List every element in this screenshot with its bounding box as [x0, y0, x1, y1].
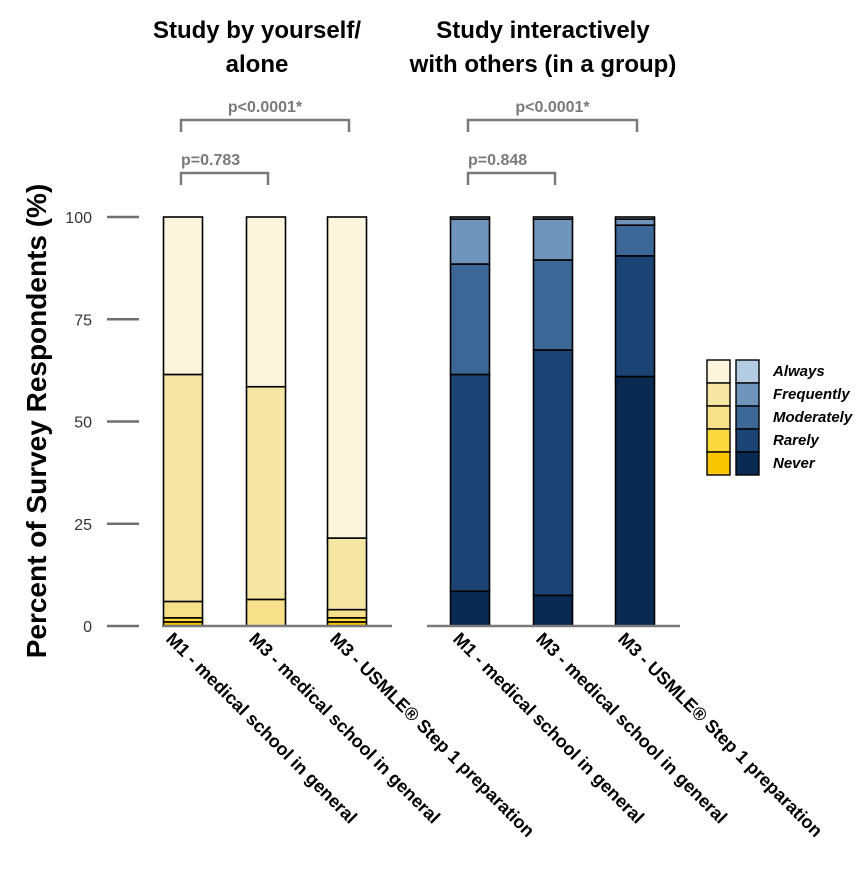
y-tick-label: 25	[74, 517, 92, 534]
legend-swatch	[706, 428, 731, 453]
legend-swatch	[735, 405, 760, 430]
bar-segment-moderately	[449, 263, 491, 376]
legend-label: Rarely	[773, 432, 820, 449]
legend: Always Frequently Moderately Rarely Never	[706, 359, 853, 476]
panel-title: with others (in a group)	[409, 51, 677, 78]
p-value-label: p=0.848	[468, 152, 527, 169]
bar-segment-never	[614, 375, 656, 627]
bar-segment-always	[326, 216, 368, 539]
panel-title: alone	[226, 51, 289, 78]
bar-segment-frequently	[245, 385, 287, 601]
legend-swatch	[706, 382, 731, 407]
panel-title: Study by yourself/	[153, 17, 361, 44]
y-tick-label: 50	[74, 415, 92, 432]
bar-segment-moderately	[245, 598, 287, 627]
legend-swatch	[735, 359, 760, 384]
bar-segment-frequently	[532, 218, 574, 261]
bar-segment-moderately	[532, 259, 574, 351]
legend-label: Moderately	[773, 409, 853, 426]
significance-bracket	[179, 171, 270, 185]
legend-swatch	[735, 451, 760, 476]
p-value-label: p<0.0001*	[228, 99, 303, 116]
y-tick-label: 0	[83, 619, 92, 636]
significance-bracket	[179, 118, 351, 132]
bar-segment-never	[532, 594, 574, 627]
bar-segment-moderately	[614, 224, 656, 257]
legend-swatch	[706, 359, 731, 384]
panel-title: Study interactively	[436, 17, 650, 44]
bar-segment-frequently	[326, 537, 368, 611]
bar-segment-rarely	[449, 373, 491, 593]
significance-bracket	[466, 118, 639, 132]
legend-swatch	[706, 451, 731, 476]
legend-label: Never	[773, 455, 816, 472]
bar-segment-rarely	[532, 349, 574, 597]
bar-segment-always	[162, 216, 204, 376]
bar-segment-moderately	[162, 600, 204, 619]
legend-label: Frequently	[773, 386, 850, 403]
y-tick-label: 75	[74, 312, 92, 329]
bar-segment-rarely	[614, 255, 656, 378]
legend-swatch	[735, 428, 760, 453]
panel-2: Study interactively with others (in a gro…	[409, 17, 827, 841]
p-value-label: p<0.0001*	[515, 99, 590, 116]
bar-segment-frequently	[162, 373, 204, 603]
y-tick-label: 100	[65, 210, 92, 227]
legend-label: Always	[772, 363, 825, 380]
bar-segment-always	[614, 216, 656, 220]
bar-segment-always	[532, 216, 574, 220]
legend-swatch	[735, 382, 760, 407]
bar-segment-always	[245, 216, 287, 388]
bar-segment-moderately	[326, 608, 368, 619]
y-axis-title: Percent of Survey Respondents (%)	[21, 184, 52, 659]
bar-segment-always	[449, 216, 491, 220]
bar-segment-never	[449, 590, 491, 627]
bar-segment-frequently	[614, 218, 656, 226]
significance-bracket	[466, 171, 557, 185]
bar-segment-frequently	[449, 218, 491, 265]
p-value-label: p=0.783	[181, 152, 240, 169]
legend-swatch	[706, 405, 731, 430]
